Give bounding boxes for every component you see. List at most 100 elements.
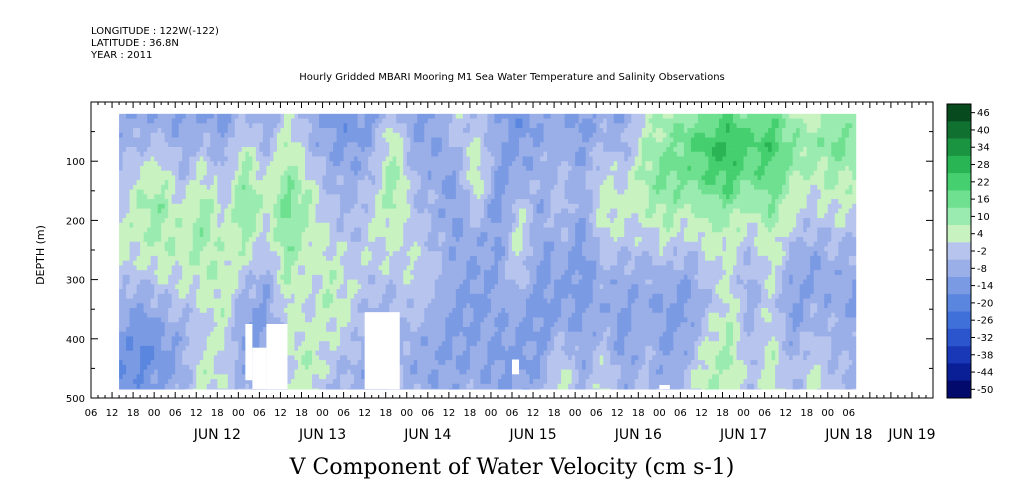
heatmap-cell [371, 142, 376, 148]
heatmap-cell [322, 265, 327, 271]
heatmap-cell [122, 255, 127, 262]
heatmap-cell [276, 199, 281, 205]
heatmap-cell [241, 137, 246, 143]
heatmap-cell [329, 388, 334, 390]
heatmap-cell [319, 284, 323, 290]
heatmap-cell [378, 151, 383, 157]
heatmap-cell [301, 308, 306, 314]
heatmap-cell [231, 213, 236, 219]
heatmap-cell [290, 350, 295, 356]
heatmap-cell [375, 284, 380, 290]
heatmap-cell [403, 336, 408, 342]
heatmap-cell [329, 312, 334, 318]
heatmap-cell [185, 369, 190, 375]
heatmap-cell [171, 374, 176, 380]
heatmap-cell [403, 369, 408, 375]
heatmap-cell [280, 246, 285, 252]
heatmap-cell [333, 374, 337, 380]
heatmap-cell [150, 128, 155, 134]
heatmap-cell [347, 194, 352, 200]
heatmap-cell [224, 199, 229, 205]
heatmap-cell [266, 189, 271, 195]
heatmap-cell [269, 298, 274, 304]
heatmap-cell [354, 251, 359, 257]
heatmap-cell [168, 161, 173, 167]
heatmap-cell [301, 118, 306, 124]
heatmap-cell [175, 218, 180, 224]
heatmap-cell [343, 298, 348, 304]
heatmap-cell [410, 142, 415, 148]
heatmap-cell [322, 175, 327, 181]
heatmap-cell [354, 265, 359, 271]
heatmap-cell [150, 345, 155, 352]
heatmap-cell [248, 218, 253, 224]
heatmap-cell [266, 298, 271, 304]
heatmap-cell [175, 208, 180, 214]
heatmap-cell [312, 374, 316, 380]
heatmap-cell [213, 208, 218, 214]
heatmap-cell [319, 326, 323, 333]
heatmap-cell [143, 274, 148, 280]
heatmap-cell [192, 336, 197, 342]
heatmap-cell [157, 345, 162, 352]
heatmap-cell [329, 113, 334, 119]
heatmap-cell [301, 236, 306, 243]
heatmap-cell [206, 364, 211, 370]
heatmap-cell [308, 298, 313, 304]
heatmap-cell [161, 274, 166, 280]
heatmap-cell [224, 232, 229, 238]
heatmap-cell [336, 213, 341, 219]
heatmap-cell [126, 374, 130, 380]
heatmap-cell [410, 298, 415, 304]
heatmap-cell [126, 345, 130, 352]
heatmap-cell [231, 142, 236, 148]
heatmap-cell [399, 146, 404, 153]
heatmap-cell [206, 142, 211, 148]
heatmap-cell [276, 246, 281, 252]
heatmap-cell [350, 142, 355, 148]
heatmap-cell [357, 113, 362, 119]
heatmap-cell [382, 123, 387, 129]
heatmap-cell [392, 156, 397, 162]
heatmap-cell [315, 213, 320, 219]
heatmap-cell [312, 208, 316, 214]
heatmap-cell [319, 199, 323, 205]
heatmap-cell [262, 270, 267, 276]
heatmap-cell [171, 260, 176, 266]
heatmap-cell [361, 274, 366, 280]
heatmap-cell [312, 284, 316, 290]
heatmap-cell [399, 350, 404, 356]
heatmap-cell [238, 298, 243, 304]
heatmap-cell [154, 194, 159, 200]
heatmap-cell [196, 355, 201, 361]
heatmap-cell [161, 255, 166, 262]
heatmap-cell [290, 218, 295, 224]
heatmap-cell [262, 236, 267, 243]
heatmap-cell [241, 298, 246, 304]
heatmap-cell [192, 170, 197, 176]
heatmap-cell [231, 255, 236, 262]
heatmap-cell [164, 118, 169, 124]
heatmap-cell [266, 113, 271, 119]
heatmap-cell [175, 113, 180, 119]
heatmap-cell [297, 222, 302, 228]
heatmap-cell [241, 336, 246, 342]
heatmap-cell [182, 161, 187, 167]
heatmap-cell [238, 265, 243, 271]
heatmap-cell [224, 383, 229, 389]
heatmap-cell [220, 227, 225, 233]
heatmap-cell [371, 260, 376, 266]
heatmap-cell [182, 331, 187, 337]
heatmap-cell [406, 293, 411, 299]
heatmap-cell [220, 194, 225, 200]
heatmap-cell [238, 118, 243, 124]
heatmap-cell [185, 222, 190, 228]
heatmap-cell [119, 331, 123, 337]
heatmap-cell [182, 369, 187, 375]
heatmap-cell [203, 360, 208, 366]
heatmap-cell [255, 161, 260, 167]
heatmap-cell [161, 312, 166, 318]
heatmap-cell [294, 113, 299, 119]
heatmap-cell [252, 189, 257, 195]
heatmap-cell [182, 156, 187, 162]
